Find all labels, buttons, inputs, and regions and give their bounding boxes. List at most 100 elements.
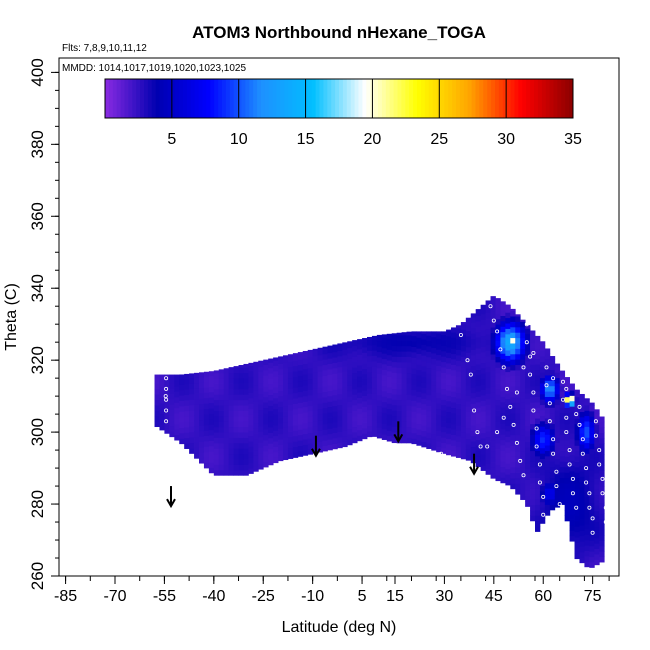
heatmap-cell [465,427,472,434]
heatmap-cell [203,441,210,447]
heatmap-cell [391,333,398,336]
heatmap-cell [500,358,506,365]
heatmap-cell [317,387,323,394]
heatmap-cell [475,385,482,392]
heatmap-cell [569,508,575,515]
heatmap-cell [455,344,462,350]
heatmap-cell [352,394,358,401]
heatmap-cell [297,380,304,387]
heatmap-cell [317,371,323,377]
heatmap-cell [554,399,561,406]
heatmap-cell [243,421,249,428]
heatmap-cell [194,420,200,427]
heatmap-cell [228,399,234,406]
heatmap-cell [569,427,575,434]
heatmap-cell [515,332,521,339]
colorbar-segment [194,79,200,118]
colorbar-segment [510,79,515,118]
heatmap-cell [337,426,343,432]
heatmap-cell [465,406,472,413]
heatmap-cell [490,456,496,463]
heatmap-cell [401,415,407,422]
heatmap-cell [154,399,160,406]
heatmap-cell [233,410,239,417]
heatmap-cell [520,332,526,339]
heatmap-cell [589,481,595,487]
sample-point [521,473,526,478]
heatmap-cell [431,380,437,386]
heatmap-cell [515,348,521,355]
heatmap-cell [169,374,175,378]
heatmap-cell [470,419,477,426]
heatmap-cell [317,347,323,350]
heatmap-cell [352,399,358,406]
heatmap-cell [451,337,457,344]
heatmap-cell [426,340,432,347]
heatmap-cell [189,373,195,379]
heatmap-cell [520,429,526,436]
heatmap-cell [525,403,531,410]
heatmap-cell [460,399,467,406]
heatmap-cell [510,353,516,360]
heatmap-cell [297,353,304,360]
heatmap-cell [451,407,457,414]
heatmap-cell [184,416,190,422]
heatmap-cell [441,394,447,400]
heatmap-cell [465,379,472,386]
heatmap-cell [535,515,541,522]
colorbar-segment [331,79,336,118]
heatmap-cell [574,493,580,500]
heatmap-cell [406,394,412,401]
heatmap-cell [574,402,580,409]
heatmap-cell [589,405,595,412]
heatmap-cell [367,420,373,427]
heatmap-cell [248,392,254,399]
heatmap-cell [470,354,477,361]
heatmap-cell [297,397,304,403]
heatmap-cell [233,367,239,374]
heatmap-cell [154,405,160,411]
heatmap-cell [258,447,264,454]
colorbar-segment [303,79,309,118]
heatmap-cell [208,418,215,425]
heatmap-cell [579,476,585,483]
heatmap-cell [569,417,575,423]
heatmap-cell [203,435,210,442]
heatmap-cell [322,370,328,376]
heatmap-cell [386,365,393,372]
heatmap-cell [569,438,575,445]
heatmap-cell [263,440,269,446]
heatmap-cell [342,425,348,431]
colorbar-segment [498,79,504,118]
heatmap-cell [495,361,501,368]
colorbar-segment [175,79,180,118]
heatmap-cell [535,526,541,532]
heatmap-cell [357,408,363,415]
y-axis-title: Theta (C) [3,283,20,351]
heatmap-cell [515,440,521,446]
heatmap-cell [302,412,309,418]
heatmap-cell [525,333,531,340]
heatmap-cell [322,445,328,452]
sample-point [580,437,585,442]
heatmap-cell [317,414,323,421]
heatmap-cell [243,405,249,411]
heatmap-cell [401,426,407,433]
heatmap-cell [218,469,225,476]
heatmap-cell [199,392,205,399]
heatmap-cell [569,514,575,520]
heatmap-cell [594,532,600,539]
heatmap-cell [584,518,590,525]
heatmap-cell [594,424,600,431]
heatmap-cell [258,404,264,411]
heatmap-cell [564,493,570,500]
heatmap-cell [539,469,546,476]
heatmap-cell [258,409,264,416]
heatmap-cell [184,410,190,417]
heatmap-cell [451,439,457,446]
heatmap-cell [539,426,546,433]
colorbar-segment [534,79,539,118]
heatmap-cell [223,410,230,417]
heatmap-cell [367,361,373,367]
heatmap-cell [243,442,249,449]
